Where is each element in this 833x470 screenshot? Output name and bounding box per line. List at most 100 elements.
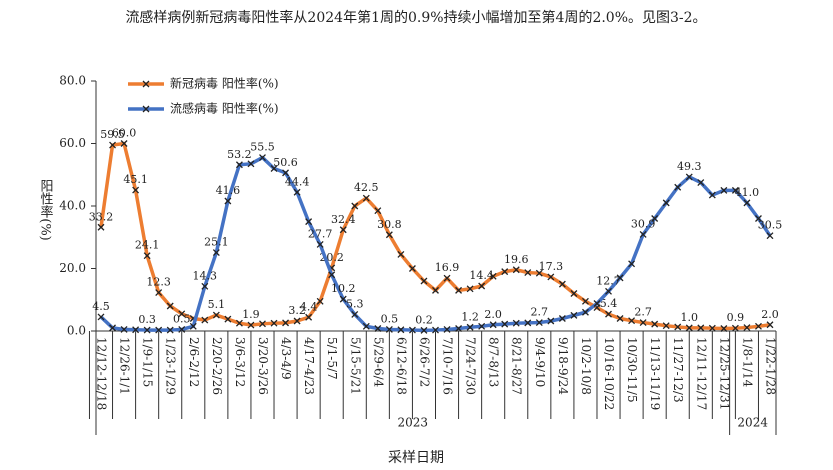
data-point xyxy=(558,280,566,288)
data-point xyxy=(743,324,751,332)
data-label: 27.7 xyxy=(308,227,333,240)
x-tick-label: 12/26-1/1 xyxy=(118,337,132,395)
data-point xyxy=(501,268,509,276)
data-label: 44.4 xyxy=(285,175,310,188)
data-label: 55.5 xyxy=(250,141,275,154)
y-axis-title: 阳性率(%) xyxy=(38,179,54,241)
x-tick-label: 1/23-1/29 xyxy=(164,337,178,395)
x-tick-label: 4/17-4/23 xyxy=(302,337,316,395)
x-tick-label: 5/1-5/7 xyxy=(325,337,339,380)
data-point xyxy=(605,310,612,318)
data-point xyxy=(512,319,520,327)
data-point xyxy=(731,324,739,332)
data-point xyxy=(581,297,589,305)
data-point xyxy=(420,277,428,285)
data-point xyxy=(212,311,220,319)
x-tick-label: 7/10-7/16 xyxy=(441,337,455,395)
data-label: 33.2 xyxy=(89,210,114,223)
y-tick-label: 80.0 xyxy=(59,74,86,88)
data-point xyxy=(143,326,151,334)
x-tick-label: 4/3-4/9 xyxy=(279,337,293,380)
data-point xyxy=(132,326,140,334)
data-point xyxy=(270,319,278,327)
data-label: 25.1 xyxy=(204,236,229,249)
data-point xyxy=(489,272,497,280)
data-point xyxy=(420,326,428,334)
data-point xyxy=(766,232,774,240)
x-tick-label: 12/25-12/31 xyxy=(717,337,731,410)
data-point xyxy=(755,215,762,222)
x-tick-label: 3/20-3/26 xyxy=(256,337,270,395)
x-tick-label: 8/21-8/27 xyxy=(510,337,524,395)
legend-marker xyxy=(142,105,150,113)
data-label: 59.5 xyxy=(100,128,125,141)
data-point xyxy=(708,191,716,199)
data-point xyxy=(109,324,116,332)
data-point xyxy=(178,310,186,318)
data-label: 41.6 xyxy=(216,184,241,197)
data-point xyxy=(628,260,636,268)
x-tick-label: 9/18-9/24 xyxy=(556,337,570,395)
data-label: 45.1 xyxy=(123,173,148,186)
data-label: 10.2 xyxy=(331,282,356,295)
data-point xyxy=(616,274,624,282)
data-label: 14.3 xyxy=(193,269,218,282)
data-point xyxy=(639,319,647,327)
data-point xyxy=(247,321,255,329)
data-point xyxy=(166,326,174,334)
data-point xyxy=(455,325,463,332)
data-point xyxy=(362,194,370,202)
data-point xyxy=(235,319,243,327)
data-point xyxy=(120,325,128,333)
group-label: 2024 xyxy=(737,416,768,430)
data-point xyxy=(570,311,578,319)
data-label: 4.5 xyxy=(92,300,110,313)
x-tick-label: 11/27-12/3 xyxy=(671,337,685,403)
data-point xyxy=(570,290,578,297)
data-point xyxy=(662,322,670,330)
data-point xyxy=(535,319,543,327)
data-point xyxy=(697,324,705,332)
legend-label: 新冠病毒 阳性率(%) xyxy=(170,76,279,91)
data-point xyxy=(524,319,532,327)
data-point xyxy=(547,317,555,325)
data-point xyxy=(293,188,301,196)
data-label: 5.4 xyxy=(600,297,618,310)
x-tick-label: 12/12-12/18 xyxy=(95,337,109,410)
data-label: 30.5 xyxy=(758,219,783,232)
x-tick-label: 1/9-1/15 xyxy=(141,337,155,387)
data-point xyxy=(339,226,347,234)
data-point xyxy=(478,282,486,290)
data-label: 1.0 xyxy=(681,311,699,324)
data-point xyxy=(362,322,370,330)
x-tick-label: 11/13-11/19 xyxy=(648,337,662,410)
data-point xyxy=(155,289,163,297)
data-point xyxy=(385,231,393,239)
data-point xyxy=(685,324,693,332)
data-point xyxy=(155,326,163,334)
data-label: 2.7 xyxy=(634,306,652,319)
y-tick-label: 20.0 xyxy=(59,261,86,275)
data-point xyxy=(259,154,266,162)
data-label: 49.3 xyxy=(677,160,702,173)
data-point xyxy=(339,295,347,303)
data-point xyxy=(235,161,243,169)
x-tick-label: 10/16-10/22 xyxy=(602,337,616,410)
data-label: 0.2 xyxy=(415,313,433,326)
data-point xyxy=(189,322,197,330)
data-point xyxy=(535,269,543,277)
data-point xyxy=(270,165,278,172)
data-point xyxy=(109,141,116,149)
data-point xyxy=(743,199,751,207)
data-point xyxy=(432,326,439,334)
data-point xyxy=(720,186,728,194)
data-point xyxy=(374,325,382,332)
data-label: 3.2 xyxy=(288,304,306,317)
data-point xyxy=(178,325,186,333)
x-tick-label: 3/6-3/12 xyxy=(233,337,247,387)
y-tick-label: 40.0 xyxy=(59,199,86,213)
data-point xyxy=(731,186,739,194)
data-label: 0.5 xyxy=(381,312,399,325)
data-point xyxy=(501,320,509,328)
